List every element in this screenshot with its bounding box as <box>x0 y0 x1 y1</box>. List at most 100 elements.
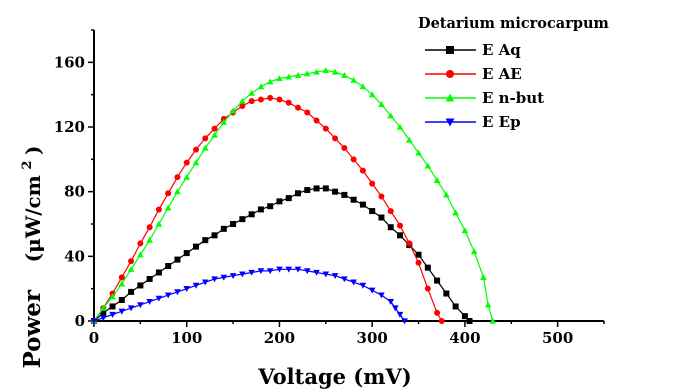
data-point-e-ep <box>401 318 408 325</box>
data-point-e-ae <box>397 222 403 229</box>
data-point-e-ae <box>369 180 376 187</box>
data-point-e-ae <box>332 135 339 142</box>
data-point-e-n-but <box>368 91 376 98</box>
data-point-e-n-but <box>443 191 450 198</box>
x-tick-label: 300 <box>357 329 388 347</box>
y-axis-title-unit-close: ) <box>21 145 45 154</box>
data-point-e-n-but <box>341 71 348 78</box>
data-point-e-aq <box>230 221 237 227</box>
data-point-e-n-but <box>322 67 330 74</box>
data-point-e-ep <box>155 295 163 302</box>
data-point-e-ep <box>359 282 367 289</box>
x-tick-label: 200 <box>264 329 295 347</box>
data-point-e-ae <box>146 224 153 231</box>
data-point-e-ep <box>313 269 320 276</box>
data-point-e-n-but <box>164 204 172 211</box>
data-point-e-n-but <box>109 293 116 300</box>
x-tick-label: 100 <box>171 329 202 347</box>
data-point-e-n-but <box>192 159 200 166</box>
data-point-e-ep <box>99 315 107 322</box>
data-point-e-ae <box>406 240 413 247</box>
data-point-e-ae <box>415 259 422 266</box>
data-point-e-ep <box>285 266 293 273</box>
data-point-e-ep <box>229 273 237 280</box>
data-point-e-aq <box>118 296 125 303</box>
y-tick-label: 80 <box>64 183 85 201</box>
y-axis-title: Power (μW/cm 2 ) <box>16 145 46 368</box>
data-point-e-ae <box>304 109 311 116</box>
data-point-e-aq <box>267 203 274 210</box>
data-point-e-ae <box>165 190 172 197</box>
data-point-e-aq <box>220 225 227 232</box>
data-point-e-aq <box>313 185 320 192</box>
legend-item-e-ae: E AE <box>425 65 522 83</box>
data-point-e-ep <box>341 276 348 283</box>
data-point-e-n-but <box>378 101 385 108</box>
data-point-e-ep <box>322 271 330 278</box>
y-tick-label: 40 <box>64 247 85 265</box>
data-point-e-ae <box>322 125 329 132</box>
data-point-e-n-but <box>229 107 237 114</box>
data-point-e-n-but <box>396 123 404 130</box>
data-point-e-aq <box>155 269 162 276</box>
legend: Detarium microcarpum E Aq E AE E n-but E Ep <box>418 15 610 131</box>
data-point-e-ep <box>174 289 181 296</box>
legend-marker-e-ep <box>445 118 455 127</box>
data-point-e-n-but <box>461 227 469 234</box>
data-point-e-ep <box>392 305 399 312</box>
legend-label-e-ep: E Ep <box>482 113 521 131</box>
data-point-e-aq <box>443 290 450 297</box>
data-point-e-ep <box>257 268 265 275</box>
data-point-e-aq <box>128 288 135 295</box>
data-point-e-n-but <box>118 280 126 287</box>
series-e-n-but <box>90 67 497 324</box>
data-point-e-aq <box>174 256 181 263</box>
data-point-e-ae <box>438 318 445 324</box>
legend-label-e-ae: E AE <box>482 65 522 83</box>
data-point-e-n-but <box>99 304 107 311</box>
data-point-e-ae <box>202 135 209 142</box>
data-point-e-aq <box>248 211 255 218</box>
data-point-e-ep <box>211 276 218 283</box>
data-point-e-aq <box>466 318 473 324</box>
data-point-e-ep <box>350 279 357 286</box>
data-point-e-aq <box>165 263 172 270</box>
data-point-e-aq <box>202 237 209 244</box>
axes <box>93 30 604 322</box>
y-axis-title-unit: (μW/cm <box>21 175 45 262</box>
tick-marks: 0 100 200 300 400 500 0 40 80 120 160 <box>54 29 605 347</box>
data-point-e-ep <box>90 318 98 325</box>
data-point-e-ep <box>192 282 200 289</box>
data-point-e-ae <box>267 94 274 101</box>
data-point-e-ep <box>220 274 228 281</box>
series-e-ep <box>90 266 408 325</box>
data-point-e-ae <box>257 96 264 103</box>
data-point-e-ep <box>303 268 311 275</box>
y-tick-label: 0 <box>75 312 85 330</box>
y-tick-label: 160 <box>54 53 85 71</box>
data-point-e-aq <box>424 264 431 271</box>
legend-label-e-n-but: E n-but <box>482 89 544 107</box>
legend-label-e-aq: E Aq <box>482 41 521 59</box>
data-point-e-ae <box>155 206 162 213</box>
series-line-e-ep <box>93 268 406 322</box>
data-point-e-aq <box>415 251 422 258</box>
data-point-e-ep <box>266 268 274 275</box>
data-point-e-ep <box>368 287 376 294</box>
data-point-e-ep <box>378 292 385 299</box>
data-point-e-ae <box>359 167 366 174</box>
data-point-e-ae <box>378 193 385 200</box>
data-point-e-n-but <box>220 118 228 125</box>
data-point-e-n-but <box>387 112 395 119</box>
data-point-e-n-but <box>276 75 283 82</box>
series-e-ae <box>91 94 445 324</box>
data-point-e-ae <box>174 174 181 181</box>
data-point-e-ep <box>387 298 395 305</box>
data-point-e-aq <box>257 206 264 213</box>
data-point-e-ep <box>127 305 135 312</box>
data-point-e-n-but <box>350 76 357 83</box>
data-point-e-ae <box>387 208 394 215</box>
data-point-e-aq <box>434 277 441 284</box>
data-point-e-n-but <box>127 265 135 272</box>
data-point-e-n-but <box>424 162 432 169</box>
